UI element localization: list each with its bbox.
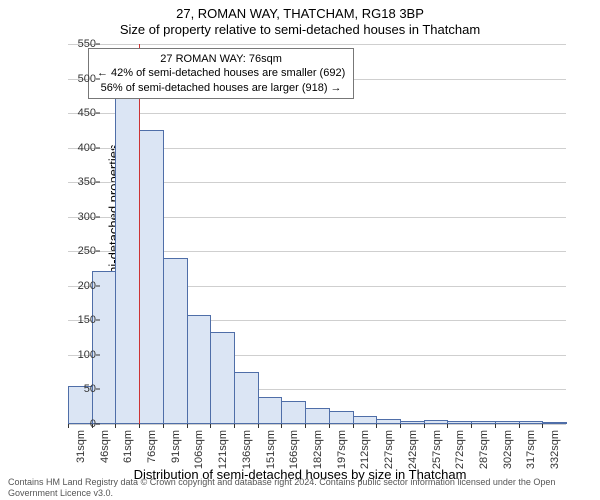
attribution-text: Contains HM Land Registry data © Crown c… bbox=[8, 477, 592, 498]
bar bbox=[234, 372, 259, 424]
x-tick-label: 151sqm bbox=[265, 430, 277, 469]
x-tick-label: 182sqm bbox=[312, 430, 324, 469]
bar bbox=[400, 421, 425, 424]
x-tick bbox=[447, 424, 448, 428]
x-tick-label: 31sqm bbox=[75, 430, 87, 463]
x-tick bbox=[305, 424, 306, 428]
bar bbox=[471, 421, 496, 424]
annotation-line: ← 42% of semi-detached houses are smalle… bbox=[97, 66, 345, 80]
bar bbox=[353, 416, 378, 424]
x-tick bbox=[519, 424, 520, 428]
x-tick-label: 287sqm bbox=[478, 430, 490, 469]
x-tick-label: 106sqm bbox=[193, 430, 205, 469]
bar bbox=[163, 258, 188, 424]
y-tick bbox=[96, 354, 100, 355]
bar bbox=[329, 411, 354, 424]
x-tick bbox=[329, 424, 330, 428]
y-tick-label: 500 bbox=[66, 73, 96, 85]
y-tick bbox=[96, 113, 100, 114]
y-tick bbox=[96, 78, 100, 79]
x-tick-label: 76sqm bbox=[146, 430, 158, 463]
x-tick-label: 317sqm bbox=[525, 430, 537, 469]
x-tick bbox=[281, 424, 282, 428]
x-tick bbox=[234, 424, 235, 428]
bar bbox=[281, 401, 306, 424]
bar bbox=[139, 130, 164, 424]
x-tick bbox=[353, 424, 354, 428]
bar bbox=[376, 419, 401, 424]
reference-line bbox=[139, 44, 140, 424]
y-tick-label: 200 bbox=[66, 280, 96, 292]
x-tick-label: 61sqm bbox=[122, 430, 134, 463]
y-tick-label: 0 bbox=[66, 418, 96, 430]
bar bbox=[519, 421, 544, 424]
y-tick-label: 550 bbox=[66, 38, 96, 50]
x-tick bbox=[187, 424, 188, 428]
y-tick bbox=[96, 216, 100, 217]
x-tick-label: 136sqm bbox=[241, 430, 253, 469]
x-tick-label: 197sqm bbox=[336, 430, 348, 469]
chart-title: 27, ROMAN WAY, THATCHAM, RG18 3BP bbox=[0, 6, 600, 21]
x-tick-label: 302sqm bbox=[502, 430, 514, 469]
y-tick bbox=[96, 44, 100, 45]
x-tick bbox=[210, 424, 211, 428]
x-tick-label: 332sqm bbox=[549, 430, 561, 469]
bar bbox=[495, 421, 520, 424]
y-tick bbox=[96, 424, 100, 425]
y-tick-label: 50 bbox=[66, 383, 96, 395]
x-tick bbox=[471, 424, 472, 428]
bar bbox=[542, 422, 567, 424]
x-tick bbox=[163, 424, 164, 428]
y-tick bbox=[96, 285, 100, 286]
bar bbox=[305, 408, 330, 424]
x-tick bbox=[542, 424, 543, 428]
gridline bbox=[68, 113, 566, 114]
y-tick-label: 150 bbox=[66, 314, 96, 326]
bar bbox=[258, 397, 283, 424]
y-tick bbox=[96, 147, 100, 148]
x-tick-label: 91sqm bbox=[170, 430, 182, 463]
y-tick-label: 250 bbox=[66, 245, 96, 257]
bar bbox=[424, 420, 449, 424]
x-tick-label: 272sqm bbox=[454, 430, 466, 469]
x-tick-label: 121sqm bbox=[217, 430, 229, 469]
x-tick bbox=[400, 424, 401, 428]
bar bbox=[115, 77, 140, 424]
x-tick-label: 242sqm bbox=[407, 430, 419, 469]
y-tick-label: 100 bbox=[66, 349, 96, 361]
y-tick bbox=[96, 251, 100, 252]
y-tick-label: 300 bbox=[66, 211, 96, 223]
y-tick-label: 450 bbox=[66, 107, 96, 119]
x-tick-label: 212sqm bbox=[359, 430, 371, 469]
x-tick-label: 257sqm bbox=[431, 430, 443, 469]
bar bbox=[210, 332, 235, 424]
plot-area: 31sqm46sqm61sqm76sqm91sqm106sqm121sqm136… bbox=[68, 44, 566, 424]
y-tick bbox=[96, 320, 100, 321]
x-tick-label: 166sqm bbox=[288, 430, 300, 469]
chart-container: 27, ROMAN WAY, THATCHAM, RG18 3BP Size o… bbox=[0, 0, 600, 500]
y-tick bbox=[96, 389, 100, 390]
y-tick bbox=[96, 182, 100, 183]
bar bbox=[92, 271, 117, 424]
y-tick-label: 350 bbox=[66, 176, 96, 188]
x-tick bbox=[376, 424, 377, 428]
gridline bbox=[68, 424, 566, 425]
annotation-line: 56% of semi-detached houses are larger (… bbox=[97, 81, 345, 95]
annotation-box: 27 ROMAN WAY: 76sqm← 42% of semi-detache… bbox=[88, 48, 354, 99]
x-tick bbox=[424, 424, 425, 428]
annotation-line: 27 ROMAN WAY: 76sqm bbox=[97, 52, 345, 66]
gridline bbox=[68, 44, 566, 45]
bar bbox=[187, 315, 212, 424]
chart-subtitle: Size of property relative to semi-detach… bbox=[0, 22, 600, 37]
x-tick-label: 46sqm bbox=[99, 430, 111, 463]
y-tick-label: 400 bbox=[66, 142, 96, 154]
x-tick bbox=[495, 424, 496, 428]
x-tick bbox=[139, 424, 140, 428]
x-tick bbox=[115, 424, 116, 428]
x-tick bbox=[258, 424, 259, 428]
bar bbox=[447, 421, 472, 424]
x-tick-label: 227sqm bbox=[383, 430, 395, 469]
